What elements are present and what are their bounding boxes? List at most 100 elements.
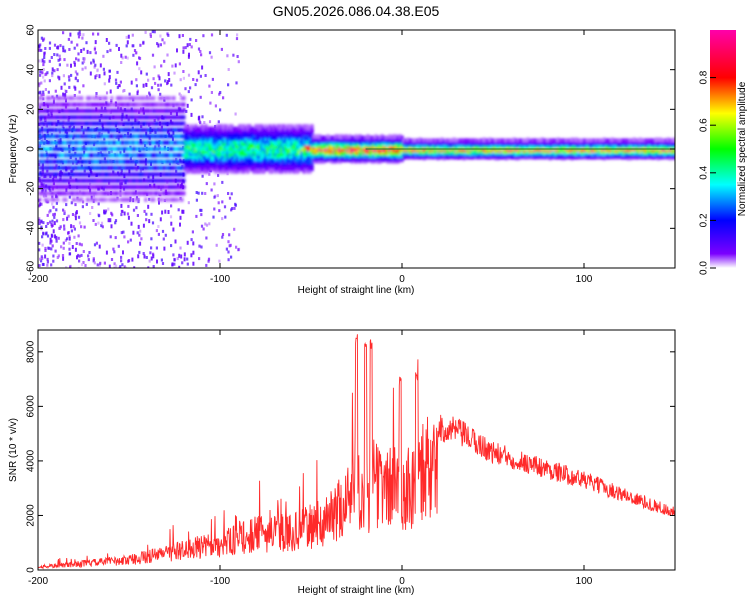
ridge-cell: [110, 197, 114, 202]
ridge-cell: [70, 108, 74, 113]
ridge-cell: [300, 157, 304, 162]
noise-cell: [114, 236, 117, 240]
noise-cell: [71, 213, 75, 216]
noise-cell: [163, 59, 166, 63]
ridge-cell: [132, 134, 136, 139]
ridge-cell: [242, 141, 246, 146]
ridge-cell: [56, 166, 60, 170]
ridge-cell: [84, 172, 88, 177]
ridge-cell: [246, 152, 250, 157]
ridge-cell: [216, 149, 220, 154]
ridge-cell: [120, 108, 124, 113]
noise-cell: [99, 63, 102, 68]
ridge-cell: [118, 185, 122, 190]
ridge-cell: [104, 128, 108, 132]
ridge-cell: [304, 152, 308, 157]
ridge-cell: [306, 147, 310, 151]
ridge-cell: [158, 121, 162, 126]
ridge-cell: [466, 138, 470, 143]
ridge-cell: [270, 169, 274, 174]
ridge-cell: [280, 131, 284, 136]
ridge-cell: [232, 157, 236, 162]
noise-cell: [138, 67, 141, 71]
ridge-cell: [94, 115, 98, 120]
noise-cell: [182, 76, 185, 80]
ridge-cell: [72, 134, 76, 139]
ridge-cell: [170, 108, 174, 113]
noise-cell: [201, 174, 204, 178]
ridge-cell: [226, 149, 230, 154]
noise-cell: [46, 71, 49, 75]
ridge-cell: [310, 159, 314, 164]
ridge-cell: [128, 153, 132, 158]
ridge-cell: [204, 136, 208, 141]
noise-cell: [96, 263, 99, 267]
ridge-cell: [60, 153, 64, 158]
ridge-cell: [282, 154, 286, 159]
ridge-cell: [158, 153, 162, 158]
noise-cell: [120, 255, 123, 259]
ridge-cell: [208, 139, 212, 144]
ridge-cell: [302, 167, 306, 172]
ridge-cell: [286, 157, 290, 162]
noise-cell: [103, 209, 106, 214]
ridge-cell: [190, 149, 194, 154]
ridge-cell: [200, 147, 204, 151]
ridge-cell: [158, 172, 162, 177]
ridge-cell: [102, 166, 106, 170]
ridge-cell: [288, 169, 292, 174]
ridge-cell: [86, 166, 90, 170]
ridge-cell: [258, 152, 262, 157]
ridge-cell: [122, 153, 126, 158]
ridge-cell: [414, 138, 418, 143]
ridge-cell: [62, 108, 66, 113]
ridge-cell: [270, 157, 274, 162]
ridge-cell: [198, 131, 202, 136]
ridge-cell: [198, 129, 202, 134]
ridge-cell: [102, 108, 106, 113]
noise-cell: [132, 198, 135, 203]
ridge-cell: [300, 164, 304, 169]
ridge-cell: [220, 124, 224, 129]
noise-cell: [68, 195, 71, 199]
ridge-cell: [136, 178, 140, 183]
ridge-cell: [182, 191, 186, 196]
ridge-cell: [234, 141, 238, 146]
ridge-cell: [256, 141, 260, 146]
ridge-cell: [282, 167, 286, 172]
ridge-cell: [302, 162, 306, 167]
ridge-cell: [226, 131, 230, 136]
noise-cell: [41, 58, 44, 63]
ridge-cell: [64, 172, 68, 177]
ridge-cell: [180, 172, 184, 177]
noise-cell: [61, 124, 64, 128]
ridge-cell: [190, 169, 194, 174]
ridge-cell: [122, 166, 126, 170]
ridge-cell: [146, 140, 150, 145]
ridge-cell: [170, 115, 174, 120]
ridge-cell: [116, 185, 120, 190]
ridge-cell: [276, 139, 280, 144]
ridge-cell: [252, 169, 256, 174]
ridge-cell: [222, 149, 226, 154]
ridge-cell: [188, 139, 192, 144]
ridge-cell: [232, 136, 236, 141]
ridge-cell: [128, 172, 132, 177]
noise-cell: [195, 214, 198, 218]
noise-cell: [100, 224, 103, 228]
ridge-cell: [200, 124, 204, 129]
ridge-cell: [240, 152, 244, 157]
ridge-cell: [112, 178, 116, 183]
ridge-cell: [92, 108, 96, 113]
noise-cell: [118, 84, 121, 88]
ridge-cell: [146, 134, 150, 139]
noise-cell: [40, 48, 43, 52]
noise-cell: [38, 84, 41, 88]
ridge-cell: [244, 139, 248, 144]
ridge-cell: [226, 162, 230, 167]
ridge-cell: [214, 147, 218, 151]
ridge-cell: [226, 139, 230, 144]
ridge-cell: [214, 152, 218, 157]
ridge-cell: [124, 166, 128, 170]
ridge-cell: [284, 141, 288, 146]
